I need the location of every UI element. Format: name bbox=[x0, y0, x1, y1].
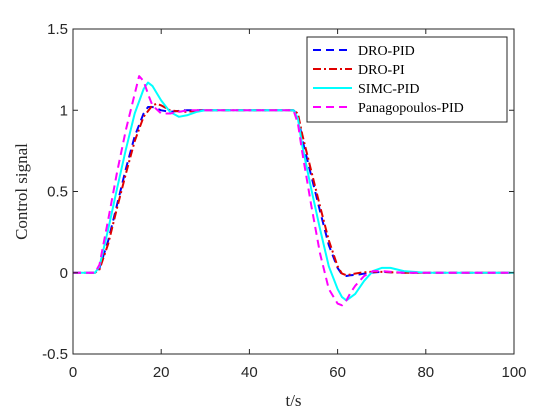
y-tick-label: 1.5 bbox=[47, 21, 68, 38]
ticks-layer: 0 20 40 60 80 100-0.500.511.5 bbox=[42, 21, 526, 381]
x-tick-label: 60 bbox=[329, 364, 346, 381]
x-tick-label: 100 bbox=[501, 364, 526, 381]
legend-label: Panagopoulos-PID bbox=[358, 101, 464, 116]
y-tick-label: 0.5 bbox=[47, 184, 68, 201]
y-tick-label: -0.5 bbox=[42, 346, 68, 363]
legend-label: SIMC-PID bbox=[358, 82, 419, 97]
y-tick-label: 1 bbox=[60, 102, 68, 119]
x-tick-label: 80 bbox=[417, 364, 434, 381]
legend-label: DRO-PI bbox=[358, 63, 405, 78]
x-tick-label: 0 bbox=[69, 364, 77, 381]
series-line-panagopoulos-pid bbox=[73, 75, 514, 307]
legend-label: DRO-PID bbox=[358, 44, 415, 59]
x-tick-label: 40 bbox=[241, 364, 258, 381]
y-tick-label: 0 bbox=[60, 265, 68, 282]
y-axis-label: Control signal bbox=[12, 143, 31, 240]
series-layer bbox=[73, 75, 514, 307]
x-axis-label: t/s bbox=[285, 391, 301, 410]
legend: DRO-PID DRO-PI SIMC-PID Panagopoulos-PID bbox=[306, 36, 508, 123]
series-line-dro-pi bbox=[73, 102, 514, 277]
x-tick-label: 20 bbox=[153, 364, 170, 381]
